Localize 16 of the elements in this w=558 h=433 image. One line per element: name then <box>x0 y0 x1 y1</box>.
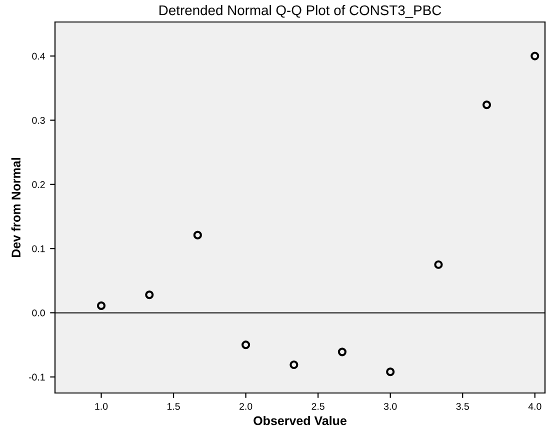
y-tick-label: 0.4 <box>32 52 45 60</box>
x-tick-label: 4.0 <box>528 402 542 410</box>
y-tick-label: 0.2 <box>32 181 45 188</box>
y-axis-title: Dev from Normal <box>11 158 20 258</box>
x-tick-label: 1.0 <box>95 402 108 410</box>
y-tick-label: 0.0 <box>32 310 45 316</box>
y-tick-label: 0.1 <box>32 245 45 252</box>
y-tick-label: 0.3 <box>32 116 45 124</box>
x-tick-label: 1.5 <box>168 403 180 410</box>
x-tick-label: 3.0 <box>384 402 397 410</box>
x-tick-label: 3.5 <box>456 402 469 410</box>
x-tick-label: 2.5 <box>312 402 324 410</box>
y-tick-label: -0.1 <box>28 374 45 381</box>
chart-title: Detrended Normal Q-Q Plot of CONST3_PBC <box>160 4 442 18</box>
x-tick-label: 2.0 <box>240 402 252 410</box>
x-axis-title: Observed Value <box>254 416 346 426</box>
